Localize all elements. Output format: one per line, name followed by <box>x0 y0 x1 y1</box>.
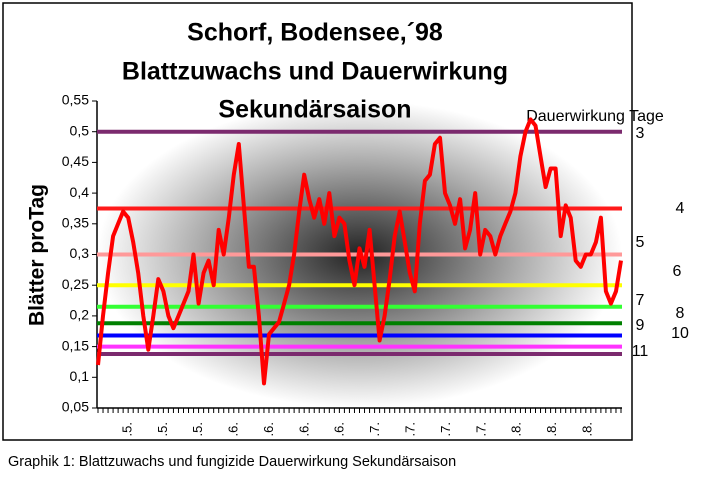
x-tick-label: .6. <box>261 422 276 436</box>
y-axis-label: Blätter proTag <box>26 184 49 326</box>
chart-title: Schorf, Bodensee,´98 <box>187 19 443 47</box>
y-tick-label: 0,3 <box>70 245 90 261</box>
y-tick-label: 0,1 <box>70 368 90 384</box>
data-line <box>96 117 623 386</box>
x-tick-label: .6. <box>296 422 311 436</box>
x-tick-label: .8. <box>544 422 559 436</box>
reference-label: 3 <box>636 125 645 142</box>
x-tick-label: .8. <box>509 422 524 436</box>
reference-label: 8 <box>676 305 685 322</box>
y-tick-label: 0,35 <box>62 215 89 231</box>
reference-label: 9 <box>636 317 645 334</box>
reference-label: 6 <box>673 263 682 280</box>
x-tick-label: .6. <box>332 422 347 436</box>
y-tick-label: 0,05 <box>62 399 89 415</box>
caption: Graphik 1: Blattzuwachs und fungizide Da… <box>8 454 456 470</box>
x-tick-label: .7. <box>367 422 382 436</box>
chart-title: Sekundärsaison <box>218 96 411 124</box>
legend-title: Dauerwirkung Tage <box>526 108 664 125</box>
y-tick-label: 0,15 <box>62 337 89 353</box>
x-tick-label: .7. <box>438 422 453 436</box>
reference-label: 10 <box>671 325 689 342</box>
y-tick-label: 0,45 <box>62 153 89 169</box>
reference-label: 11 <box>632 343 649 360</box>
plot: 0,05 0,1 0,15 0,2 0,25 0,3 0,35 0,4 0,45 0,5 0,55.… <box>62 92 623 436</box>
x-tick-label: .8. <box>579 422 594 436</box>
reference-label: 4 <box>676 200 685 217</box>
reference-label: 7 <box>636 292 645 309</box>
x-tick-label: .5. <box>155 422 170 436</box>
y-tick-label: 0,2 <box>70 307 90 323</box>
y-tick-label: 0,55 <box>62 92 89 108</box>
x-tick-label: .5. <box>190 422 205 436</box>
x-tick-label: .7. <box>473 422 488 436</box>
chart-title: Blattzuwachs und Dauerwirkung <box>122 58 508 86</box>
y-tick-label: 0,25 <box>62 276 89 292</box>
y-tick-label: 0,5 <box>70 122 90 138</box>
frame-mask <box>0 441 701 449</box>
x-tick-label: .7. <box>403 422 418 436</box>
x-tick-label: .5. <box>119 422 134 436</box>
reference-label: 5 <box>636 234 645 251</box>
y-tick-label: 0,4 <box>70 184 90 200</box>
x-tick-label: .6. <box>226 422 241 436</box>
